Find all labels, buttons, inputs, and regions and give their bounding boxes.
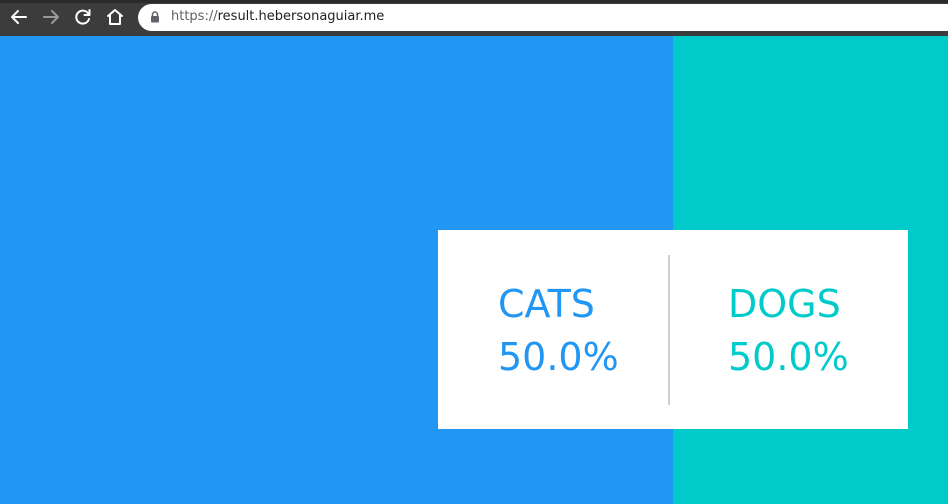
address-bar[interactable]: https://result.hebersonaguiar.me	[138, 4, 948, 31]
cats-label: CATS	[498, 282, 595, 326]
cats-percent: 50.0%	[498, 335, 619, 379]
reload-button[interactable]	[70, 5, 96, 29]
back-button[interactable]	[6, 5, 32, 29]
home-button[interactable]	[102, 5, 128, 29]
arrow-left-icon	[11, 10, 27, 24]
forward-button[interactable]	[38, 5, 64, 29]
url-text[interactable]: https://result.hebersonaguiar.me	[171, 9, 384, 25]
result-divider	[668, 255, 670, 405]
dogs-label: DOGS	[728, 282, 841, 326]
url-scheme: https://	[171, 9, 218, 24]
reload-icon	[75, 9, 91, 25]
home-icon	[107, 9, 123, 25]
arrow-right-icon	[43, 10, 59, 24]
lock-icon[interactable]	[149, 10, 161, 24]
browser-toolbar: https://result.hebersonaguiar.me	[0, 0, 948, 36]
url-host: result.hebersonaguiar.me	[217, 9, 385, 24]
dogs-percent: 50.0%	[728, 335, 849, 379]
result-card: CATS 50.0% DOGS 50.0%	[438, 230, 908, 429]
dogs-result: DOGS 50.0%	[674, 230, 906, 429]
cats-result: CATS 50.0%	[438, 230, 670, 429]
